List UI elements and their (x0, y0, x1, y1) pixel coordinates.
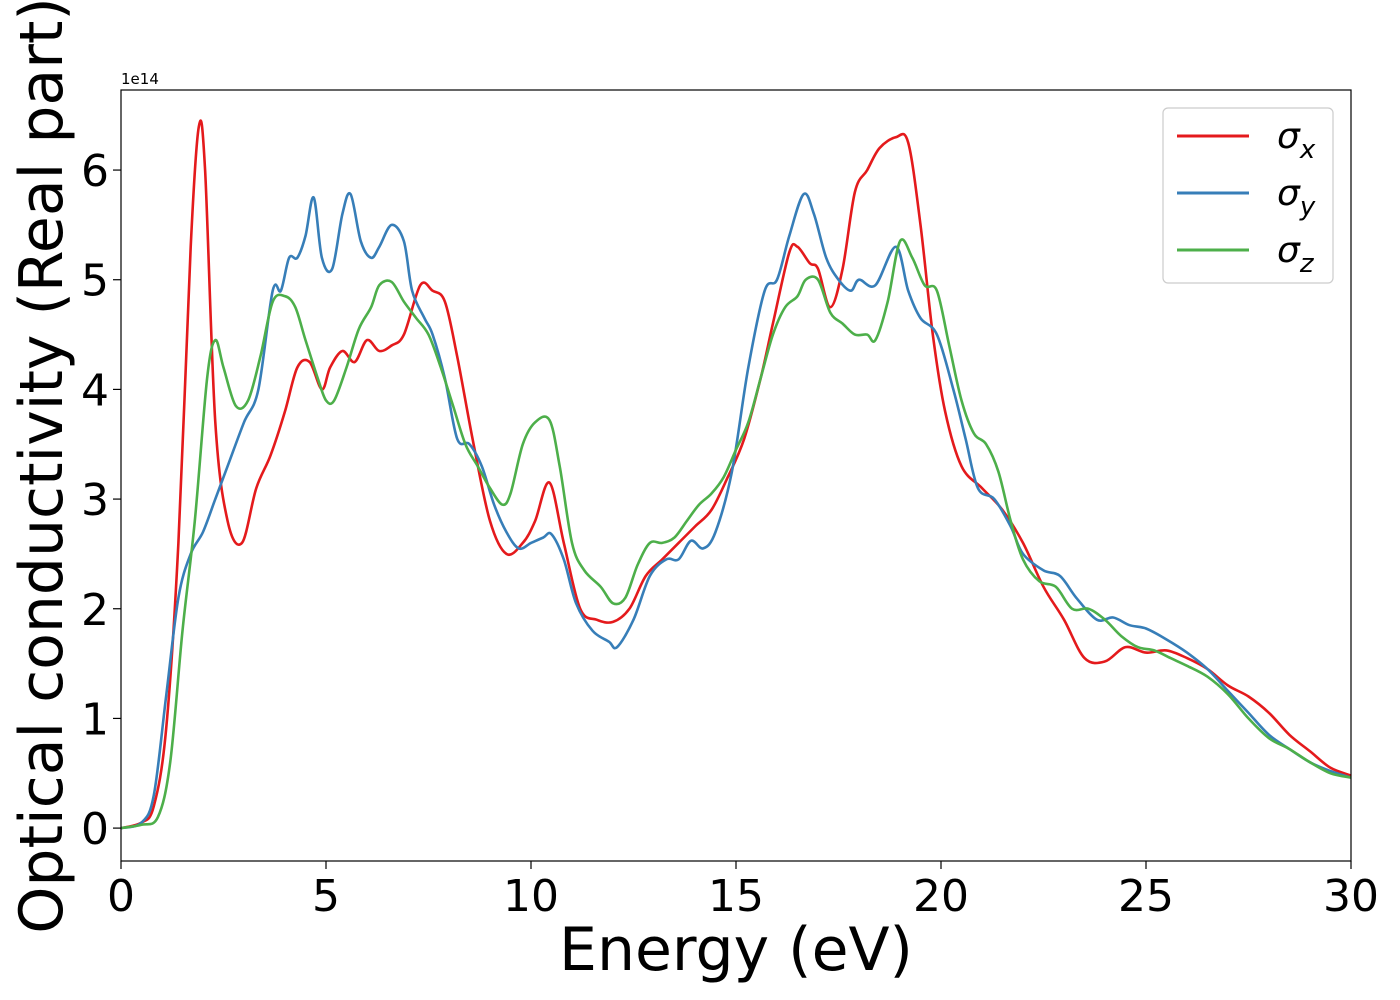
legend-box (1162, 107, 1334, 284)
legend: σx σy σz (1162, 107, 1334, 284)
x-tick-label: 30 (1323, 871, 1379, 922)
x-tick-label: 5 (312, 871, 340, 922)
y-axis-label: Optical conductivity (Real part) (7, 0, 77, 934)
legend-label-y: σy (1277, 173, 1316, 222)
y-tick-label: 3 (81, 475, 109, 526)
series-line-y (120, 191, 1352, 830)
y-tick-label: 1 (81, 694, 109, 745)
x-axis-ticks: 0 5 10 15 20 25 30 (107, 861, 1379, 922)
x-tick-label: 15 (708, 871, 764, 922)
series-line-z (120, 238, 1352, 830)
y-tick-label: 2 (81, 585, 109, 636)
x-tick-label: 0 (107, 871, 135, 922)
x-axis-label: Energy (eV) (559, 915, 913, 985)
y-axis-ticks: 0 1 2 3 4 5 6 (81, 146, 121, 855)
series-line-x (120, 119, 1352, 830)
legend-label-z: σz (1277, 230, 1315, 279)
series-layer (120, 119, 1352, 830)
x-tick-label: 20 (913, 871, 969, 922)
y-tick-label: 4 (81, 365, 109, 416)
y-tick-label: 0 (81, 804, 109, 855)
y-tick-label: 5 (81, 256, 109, 307)
x-tick-label: 10 (503, 871, 559, 922)
legend-label-x: σx (1277, 116, 1316, 165)
x-tick-label: 25 (1118, 871, 1174, 922)
y-axis-offset-label: 1e14 (121, 70, 159, 88)
y-tick-label: 6 (81, 146, 109, 197)
